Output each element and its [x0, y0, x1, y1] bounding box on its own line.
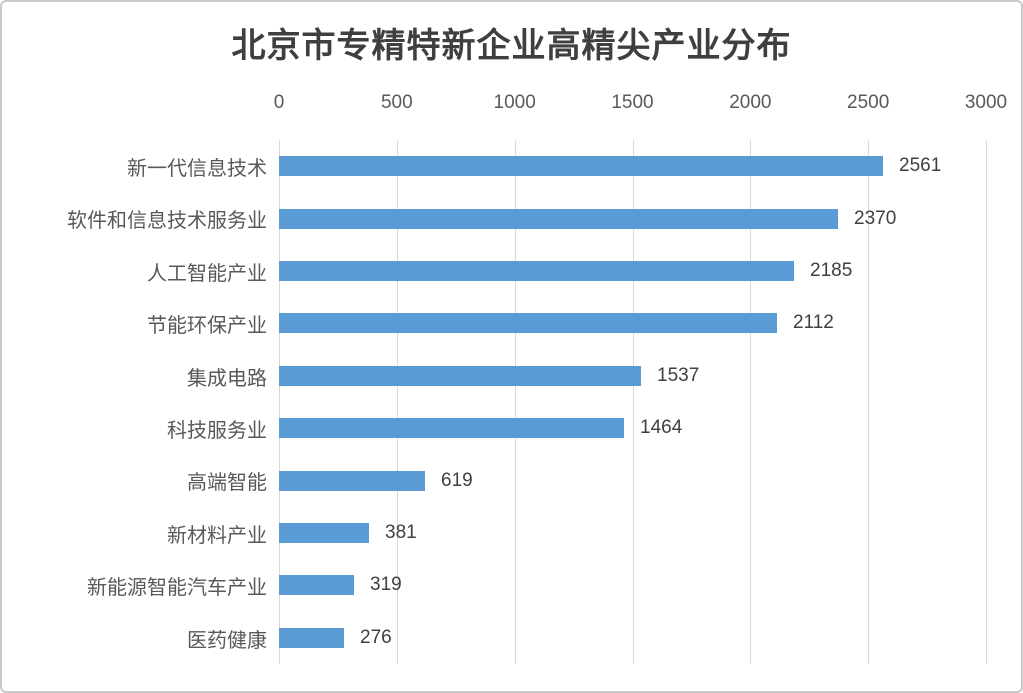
x-axis-tick-label: 0 — [273, 92, 285, 113]
category-label: 新材料产业 — [167, 522, 267, 547]
x-axis-tick-label: 3000 — [964, 92, 1008, 113]
category-label: 集成电路 — [187, 365, 267, 390]
plot-area: 2561 2370 2185 2112 1537 1464 619 381 319 276 — [279, 140, 987, 664]
gridline — [986, 140, 987, 664]
x-axis-tick-label: 2000 — [729, 92, 772, 113]
category-label: 人工智能产业 — [147, 260, 267, 285]
bar — [279, 156, 883, 176]
bar — [279, 313, 777, 333]
gridline — [397, 140, 398, 664]
bar — [279, 366, 641, 386]
value-label: 319 — [370, 574, 402, 595]
value-label: 276 — [360, 627, 392, 648]
value-label: 2370 — [854, 208, 897, 229]
value-label: 2112 — [793, 312, 834, 333]
gridline — [868, 140, 869, 664]
bar — [279, 575, 354, 595]
value-label: 2185 — [810, 260, 853, 281]
value-label: 2561 — [899, 155, 942, 176]
x-axis: 0 500 1000 1500 2000 2500 3000 — [2, 92, 1021, 118]
category-label: 新能源智能汽车产业 — [87, 574, 267, 599]
category-axis: 新一代信息技术软件和信息技术服务业人工智能产业 节能环保产业集成电路科技服务业高端… — [2, 140, 267, 664]
category-label: 高端智能 — [187, 469, 267, 494]
category-label: 软件和信息技术服务业 — [67, 207, 267, 232]
category-label: 科技服务业 — [167, 417, 267, 442]
value-label: 381 — [385, 522, 417, 543]
x-axis-tick-label: 2500 — [847, 92, 890, 113]
gridline — [633, 140, 634, 664]
value-label: 1537 — [657, 365, 700, 386]
bar — [279, 261, 794, 281]
x-axis-tick-label: 500 — [380, 92, 413, 113]
bar — [279, 628, 344, 648]
bar — [279, 523, 369, 543]
category-label: 医药健康 — [187, 627, 267, 652]
bar — [279, 418, 624, 438]
value-label: 619 — [441, 470, 473, 491]
bar — [279, 471, 425, 491]
chart-title: 北京市专精特新企业高精尖产业分布 — [231, 26, 792, 66]
x-axis-tick-label: 1500 — [611, 92, 654, 113]
bar — [279, 209, 838, 229]
gridline — [515, 140, 516, 664]
value-label: 1464 — [640, 417, 683, 438]
category-label: 新一代信息技术 — [127, 155, 267, 180]
gridline — [750, 140, 751, 664]
category-label: 节能环保产业 — [147, 312, 267, 337]
x-axis-tick-label: 1000 — [493, 92, 536, 113]
gridline — [279, 140, 280, 664]
